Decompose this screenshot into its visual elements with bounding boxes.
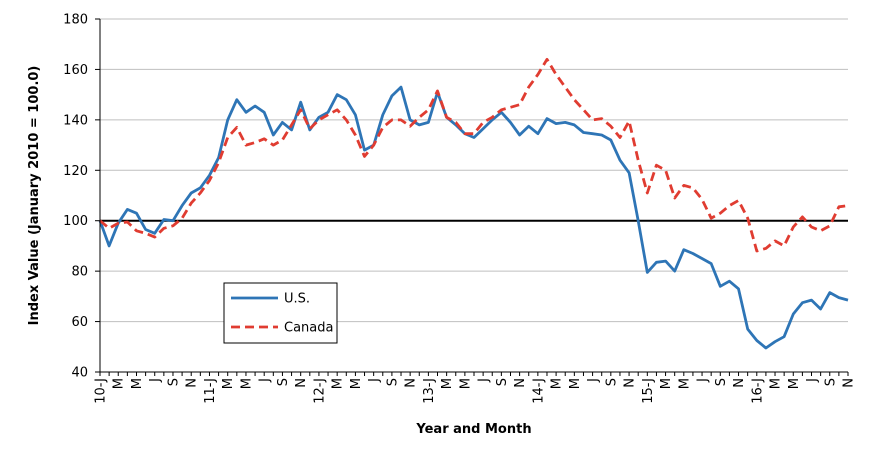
x-tick-label: M [349,378,364,389]
y-tick-label-40: 40 [71,366,88,381]
y-tick-label-160: 160 [63,63,88,78]
x-tick-label: N [294,378,309,388]
x-axis-title: Year and Month [415,422,531,437]
series-line-canada [99,57,849,253]
x-tick-label: J [148,378,163,383]
y-tick-label-80: 80 [71,265,88,280]
x-tick-label: M [769,378,784,389]
y-tick-label-180: 180 [63,13,88,28]
x-tick-label: S [604,378,619,386]
x-tick-label: J [586,378,601,383]
y-tick-label-120: 120 [63,164,88,179]
x-tick-label: N [513,378,528,388]
series-line-us [98,85,849,350]
x-tick-label: M [221,378,236,389]
x-tick-label: J [477,378,492,383]
x-tick-label: M [677,378,692,389]
x-tick-label: M [458,378,473,389]
x-tick-label: M [659,378,674,389]
x-tick-label: J [258,378,273,383]
x-tick-label: N [732,378,747,388]
x-tick-label: S [166,378,181,386]
legend-label-canada: Canada [284,321,333,336]
x-tick-label: M [112,378,127,389]
x-tick-label: 15-J [641,378,656,404]
x-tick-label: 16-J [750,378,765,404]
x-tick-label: M [130,378,145,389]
x-tick-label: 11-J [203,378,218,404]
x-tick-label: M [568,378,583,389]
x-tick-label: S [276,378,291,386]
x-tick-label: M [331,378,346,389]
x-tick-label: J [367,378,382,383]
x-tick-label: M [440,378,455,389]
series-layer [98,57,849,350]
x-tick-label: S [823,378,838,386]
x-tick-label: N [623,378,638,388]
x-tick-label: S [385,378,400,386]
x-tick-labels: 10-J M M J S N 11-J M M J S N 12-J M M J S N 13-J M M J S N 14-J… [94,372,857,404]
x-tick-label: M [550,378,565,389]
x-tick-label: S [714,378,729,386]
x-tick-label: N [842,378,857,388]
legend-box [223,282,338,344]
x-tick-label: 10-J [94,378,109,404]
x-tick-label: J [696,378,711,383]
x-tick-label: 14-J [531,378,546,404]
x-tick-label: M [787,378,802,389]
legend-label-us: U.S. [284,292,310,307]
x-tick-label: S [495,378,510,386]
y-axis-title: Index Value (January 2010 = 100.0) [27,66,42,326]
y-tick-label-100: 100 [63,214,88,229]
legend: U.S. Canada [223,282,338,344]
x-tick-label: N [404,378,419,388]
y-tick-label-140: 140 [63,113,88,128]
x-tick-label: 12-J [312,378,327,404]
y-tick-label-60: 60 [71,315,88,330]
x-tick-label: 13-J [422,378,437,404]
x-tick-label: J [805,378,820,383]
x-tick-label: N [185,378,200,388]
x-tick-label: M [239,378,254,389]
y-tick-labels: 40 60 80 100 120 140 160 180 [63,13,100,381]
